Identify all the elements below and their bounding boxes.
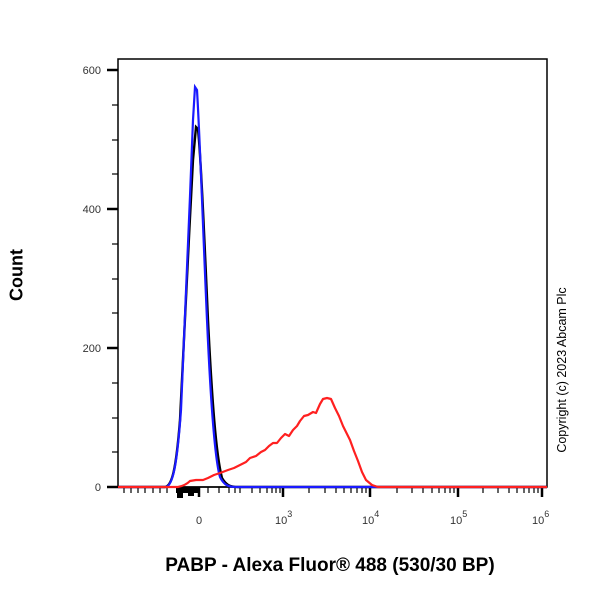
y-tick-label: 200	[83, 343, 101, 355]
y-axis-label-text: Count	[6, 249, 27, 301]
y-axis-label: Count	[2, 240, 32, 310]
copyright-notice: Copyright (c) 2023 Abcam Plc	[552, 250, 572, 490]
x-tick-label: 104	[362, 509, 379, 527]
series-red-histogram	[118, 396, 547, 489]
series-blue-histogram	[118, 83, 547, 489]
plot-frame	[117, 58, 548, 488]
x-tick-label: 103	[275, 509, 292, 527]
x-tick-label: 105	[450, 509, 467, 527]
x-axis	[123, 487, 544, 498]
x-tick-labels: 0 103 104 105 106	[196, 509, 549, 527]
y-tick-label: 0	[95, 482, 101, 494]
x-tick-label: 106	[532, 509, 549, 527]
x-tick-label: 0	[196, 515, 202, 527]
y-tick-labels: 0 200 400 600	[83, 65, 101, 494]
y-tick-label: 600	[83, 65, 101, 77]
x-axis-label: PABP - Alexa Fluor® 488 (530/30 BP)	[165, 555, 495, 576]
series-black-histogram	[118, 124, 547, 489]
y-axis	[107, 68, 118, 489]
y-tick-label: 400	[83, 204, 101, 216]
copyright-text: Copyright (c) 2023 Abcam Plc	[555, 287, 569, 453]
